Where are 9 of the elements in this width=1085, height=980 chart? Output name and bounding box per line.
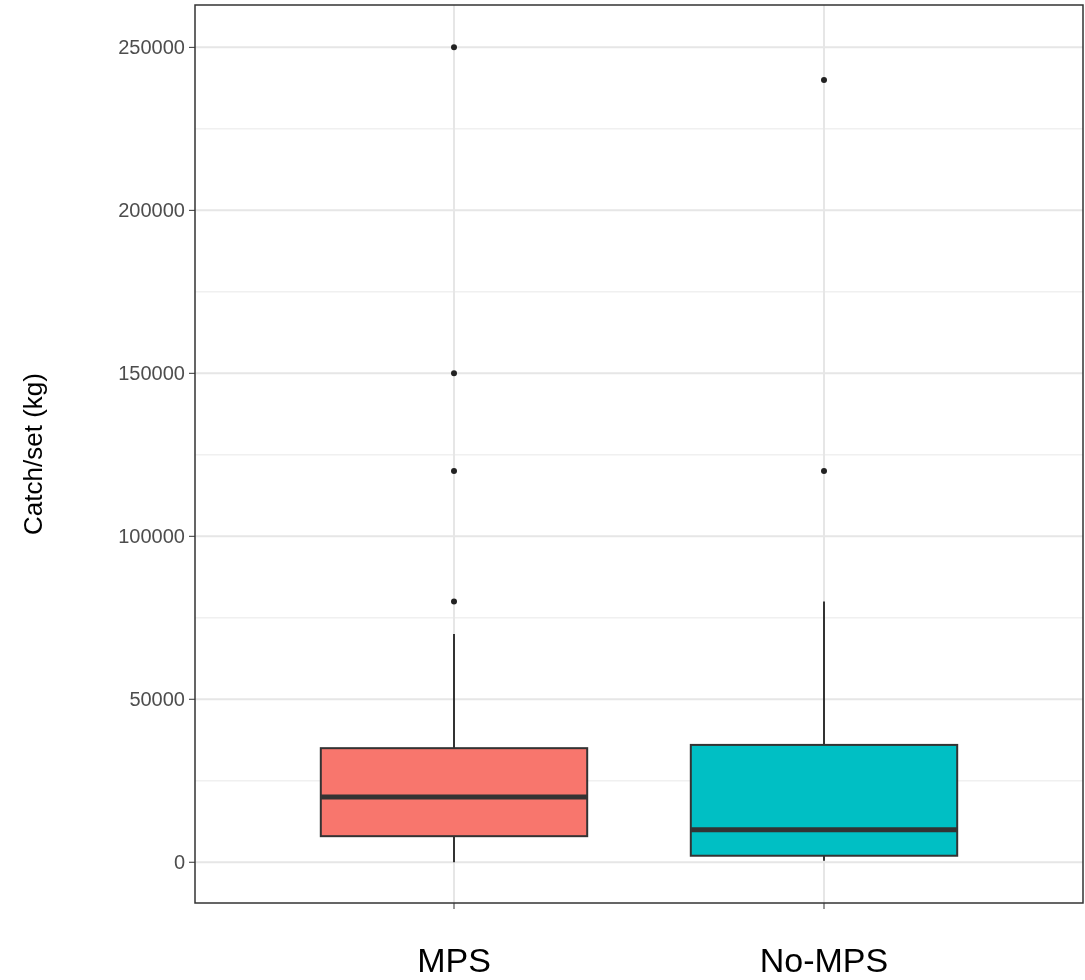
x-tick-label: No-MPS	[759, 941, 889, 979]
y-axis-title: Catch/set (kg)	[18, 373, 48, 535]
y-tick-label: 150000	[118, 362, 185, 385]
x-tick-label: MPS	[417, 941, 491, 979]
y-tick-label: 200000	[118, 199, 185, 222]
y-tick-label: 50000	[129, 688, 185, 711]
y-tick-label: 250000	[118, 36, 185, 59]
y-tick-label: 0	[173, 851, 185, 874]
y-tick-label: 100000	[118, 525, 185, 548]
